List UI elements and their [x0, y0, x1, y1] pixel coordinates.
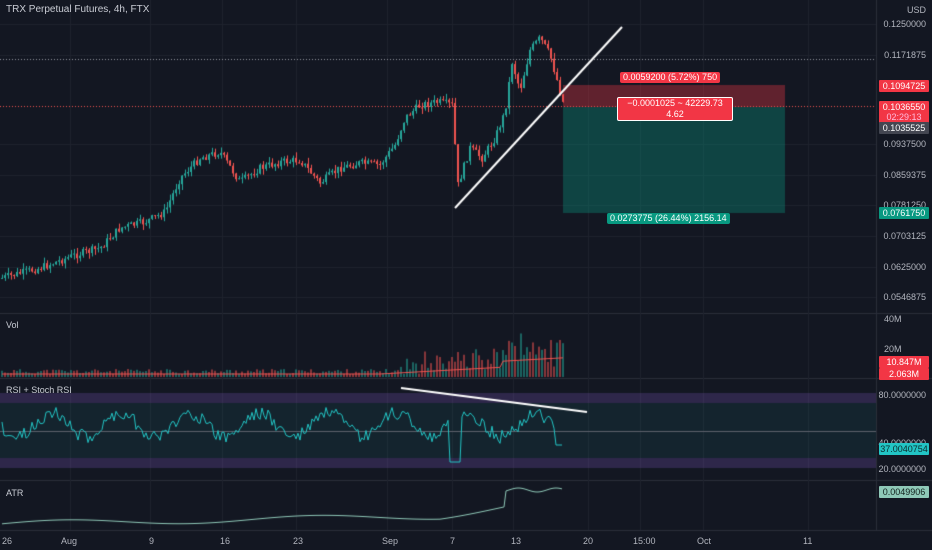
target-price-tag: 0.0761750 [879, 207, 929, 219]
rsi-tick: 20.0000000 [878, 464, 926, 474]
position-summary-line1: −0.0001025 ~ 42229.73 [627, 98, 723, 108]
take-profit-label: 0.0273775 (26.44%) 2156.14 [607, 213, 730, 224]
entry-price-tag: 0.1035525 [879, 122, 929, 134]
price-tick: 0.1171875 [884, 50, 926, 60]
price-tick: 0.1250000 [883, 19, 926, 29]
price-tick: 0.0781250 [883, 200, 926, 210]
price-tick: 0.0703125 [883, 231, 926, 241]
time-tick: 20 [583, 536, 594, 546]
volume-tick: 20M [884, 344, 902, 354]
price-tick: 0.0546875 [883, 292, 926, 302]
rsi-pane-label: RSI + Stoch RSI [6, 385, 72, 395]
time-tick: Oct [697, 536, 712, 546]
position-summary-label: −0.0001025 ~ 42229.73 4.62 [617, 97, 733, 121]
time-tick: Sep [382, 536, 399, 546]
time-tick: 11 [803, 536, 813, 546]
position-summary-line2: 4.62 [666, 109, 684, 119]
time-tick: 26 [2, 536, 13, 546]
time-tick: Aug [61, 536, 78, 546]
time-tick: 7 [450, 536, 456, 546]
time-tick: 9 [149, 536, 155, 546]
stop-loss-label: 0.0059200 (5.72%) 750 [620, 72, 721, 83]
currency-label: USD [906, 5, 926, 15]
price-tick: 0.0859375 [883, 170, 926, 180]
atr-value-tag: 0.0049906 [879, 486, 929, 498]
volume-last-tag: 2.063M [879, 368, 929, 380]
time-tick: 13 [511, 536, 522, 546]
bar-countdown-tag: 02:29:13 [879, 111, 929, 123]
volume-tick: 40M [884, 314, 902, 324]
time-tick: 23 [293, 536, 304, 546]
stop-price-tag: 0.1094725 [879, 80, 929, 92]
chart-title: TRX Perpetual Futures, 4h, FTX [6, 4, 150, 15]
volume-ma-tag: 10.847M [879, 356, 929, 368]
rsi-value-tag: 37.0040754 [879, 443, 929, 455]
price-tick: 0.0937500 [883, 139, 926, 149]
price-tick: 0.0625000 [883, 262, 926, 272]
time-tick: 16 [220, 536, 231, 546]
rsi-tick: 80.0000000 [878, 390, 926, 400]
last-price-tag: 0.1036550 [879, 101, 929, 113]
time-tick: 15:00 [633, 536, 656, 546]
atr-pane-label: ATR [6, 488, 24, 498]
volume-pane-label: Vol [6, 320, 19, 330]
